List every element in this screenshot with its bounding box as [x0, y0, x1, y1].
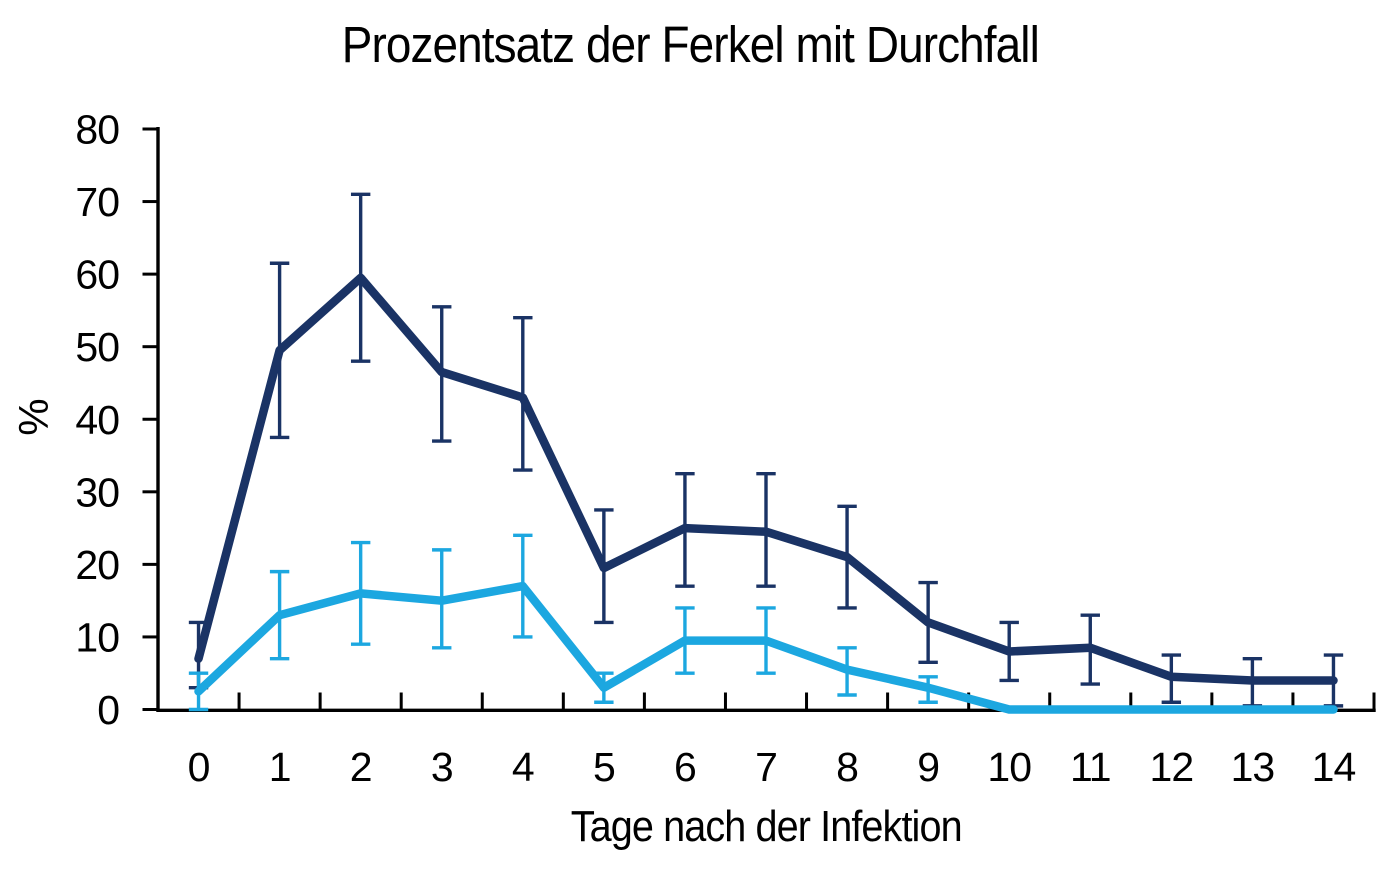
- x-tick-label: 10: [987, 744, 1031, 790]
- x-axis-label: Tage nach der Infektion: [0, 802, 1400, 852]
- x-tick-label: 7: [755, 744, 777, 790]
- y-tick-label: 40: [75, 397, 119, 443]
- x-tick-label: 5: [593, 744, 615, 790]
- x-tick-label: 6: [674, 744, 696, 790]
- series-light-blue-line-error-bars: [188, 533, 938, 712]
- series-line-dark-blue-line: [194, 273, 1338, 685]
- x-tick-label: 12: [1150, 744, 1194, 790]
- x-tick-label: 3: [431, 744, 453, 790]
- y-tick-label: 10: [75, 614, 119, 660]
- x-tick-label: 0: [188, 744, 210, 790]
- series-line-light-blue-line: [194, 581, 1338, 714]
- x-tick-label: 1: [269, 744, 291, 790]
- y-tick-label: 50: [75, 324, 119, 370]
- y-tick-label: 30: [75, 469, 119, 515]
- x-tick-label: 8: [836, 744, 858, 790]
- x-tick-label: 14: [1312, 744, 1356, 790]
- x-axis-label-text: Tage nach der Infektion: [570, 802, 963, 851]
- chart-title: Prozentsatz der Ferkel mit Durchfall: [0, 16, 1380, 75]
- y-tick-label: 60: [75, 252, 119, 298]
- y-axis-label: %: [10, 398, 57, 436]
- x-tick-label: 13: [1231, 744, 1275, 790]
- series-light-blue-line: [194, 581, 1338, 714]
- y-axis: [142, 127, 160, 712]
- x-tick-label: 11: [1070, 744, 1111, 790]
- x-tick-label: 4: [512, 744, 534, 790]
- chart-title-text: Prozentsatz der Ferkel mit Durchfall: [341, 16, 1039, 73]
- x-tick-label: 2: [350, 744, 372, 790]
- y-tick-labels: 0 10 20 30 40 50 60 70 80: [75, 107, 120, 734]
- y-tick-label: 80: [75, 107, 119, 153]
- y-tick-label: 0: [97, 687, 119, 733]
- x-tick-labels: 0 1 2 3 4 5 6 7 8 9 10 11 12 13 14: [188, 744, 1357, 790]
- x-tick-label: 9: [917, 744, 939, 790]
- y-tick-label: 20: [75, 542, 119, 588]
- series-dark-blue-line: [194, 273, 1338, 685]
- y-tick-label: 70: [75, 179, 119, 225]
